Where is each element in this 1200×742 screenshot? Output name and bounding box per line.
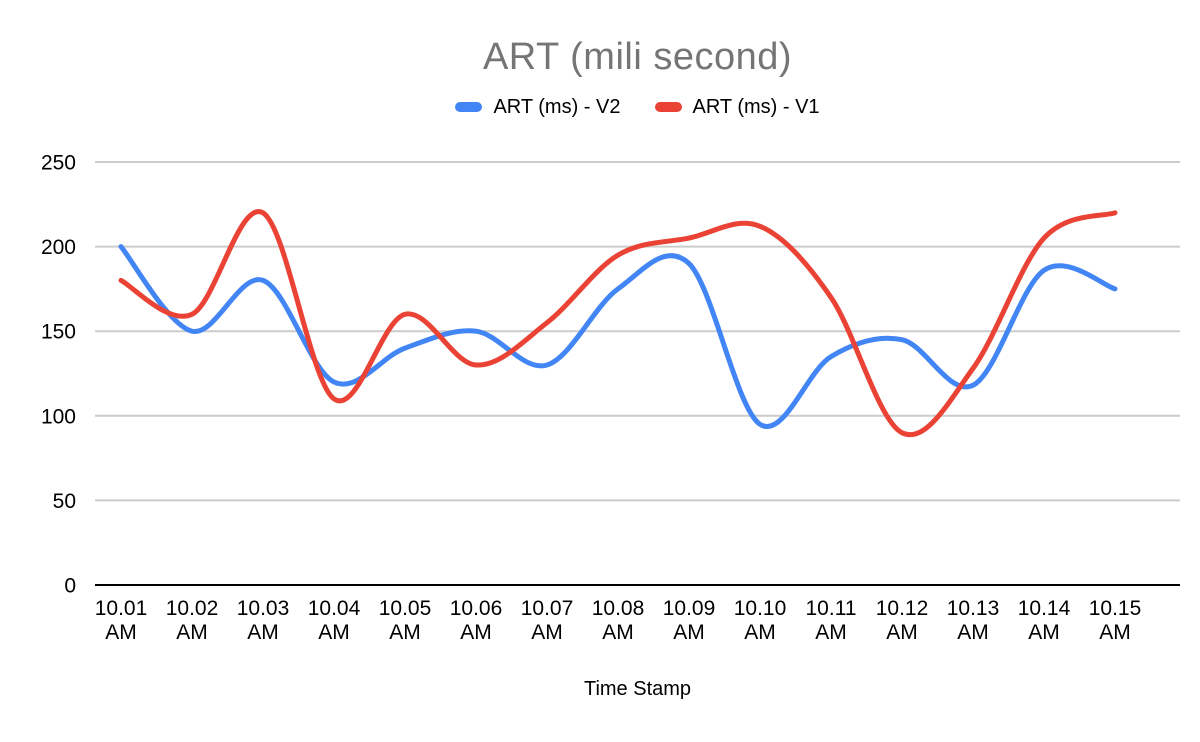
x-tick-label: 10.14 <box>1018 597 1071 620</box>
y-tick-label: 100 <box>41 405 76 428</box>
x-tick-label: 10.10 <box>734 597 787 620</box>
x-tick-label: 10.08 <box>592 597 645 620</box>
legend-swatch-v2-icon <box>455 102 483 112</box>
x-tick-label-meridiem: AM <box>247 621 279 644</box>
x-tick-label-meridiem: AM <box>318 621 350 644</box>
y-tick-label: 250 <box>41 152 76 175</box>
x-tick-label-meridiem: AM <box>957 621 989 644</box>
x-tick-label-meridiem: AM <box>744 621 776 644</box>
x-tick-label: 10.11 <box>806 597 857 620</box>
x-tick-label-meridiem: AM <box>602 621 634 644</box>
x-tick-label-meridiem: AM <box>1028 621 1060 644</box>
x-tick-label-meridiem: AM <box>673 621 705 644</box>
x-tick-label: 10.03 <box>237 597 290 620</box>
x-tick-label: 10.02 <box>166 597 219 620</box>
legend-item-v2: ART (ms) - V2 <box>455 95 621 119</box>
x-tick-label-meridiem: AM <box>815 621 847 644</box>
series-line-v2 <box>118 244 1118 429</box>
x-tick-label-meridiem: AM <box>1099 621 1131 644</box>
x-axis-title: Time Stamp <box>583 678 692 700</box>
x-tick-label-meridiem: AM <box>531 621 563 644</box>
x-tick-label: 10.09 <box>663 597 716 620</box>
x-tick-label: 10.13 <box>947 597 1000 620</box>
x-tick-label-meridiem: AM <box>460 621 492 644</box>
x-tick-label-meridiem: AM <box>886 621 918 644</box>
chart-title: ART (mili second) <box>482 36 793 78</box>
x-tick-label-meridiem: AM <box>105 621 137 644</box>
series-line-v1 <box>118 209 1118 438</box>
x-tick-label-meridiem: AM <box>389 621 421 644</box>
x-tick-label-meridiem: AM <box>176 621 208 644</box>
legend-label-v2: ART (ms) - V2 <box>493 95 621 118</box>
x-tick-label: 10.04 <box>308 597 361 620</box>
legend-label-v1: ART (ms) - V1 <box>692 95 820 118</box>
legend-swatch-v1-icon <box>654 102 682 112</box>
y-tick-label: 0 <box>64 575 76 598</box>
x-tick-label: 10.06 <box>450 597 503 620</box>
x-tick-label: 10.15 <box>1089 597 1142 620</box>
y-tick-label: 200 <box>41 236 76 259</box>
x-tick-label: 10.12 <box>876 597 929 620</box>
x-tick-label: 10.07 <box>521 597 574 620</box>
x-tick-label: 10.05 <box>379 597 432 620</box>
x-tick-label: 10.01 <box>95 597 148 620</box>
y-tick-label: 150 <box>41 321 76 344</box>
legend-item-v1: ART (ms) - V1 <box>654 95 820 119</box>
chart-legend: ART (ms) - V2 ART (ms) - V1 <box>95 94 1180 120</box>
y-tick-label: 50 <box>53 490 76 513</box>
